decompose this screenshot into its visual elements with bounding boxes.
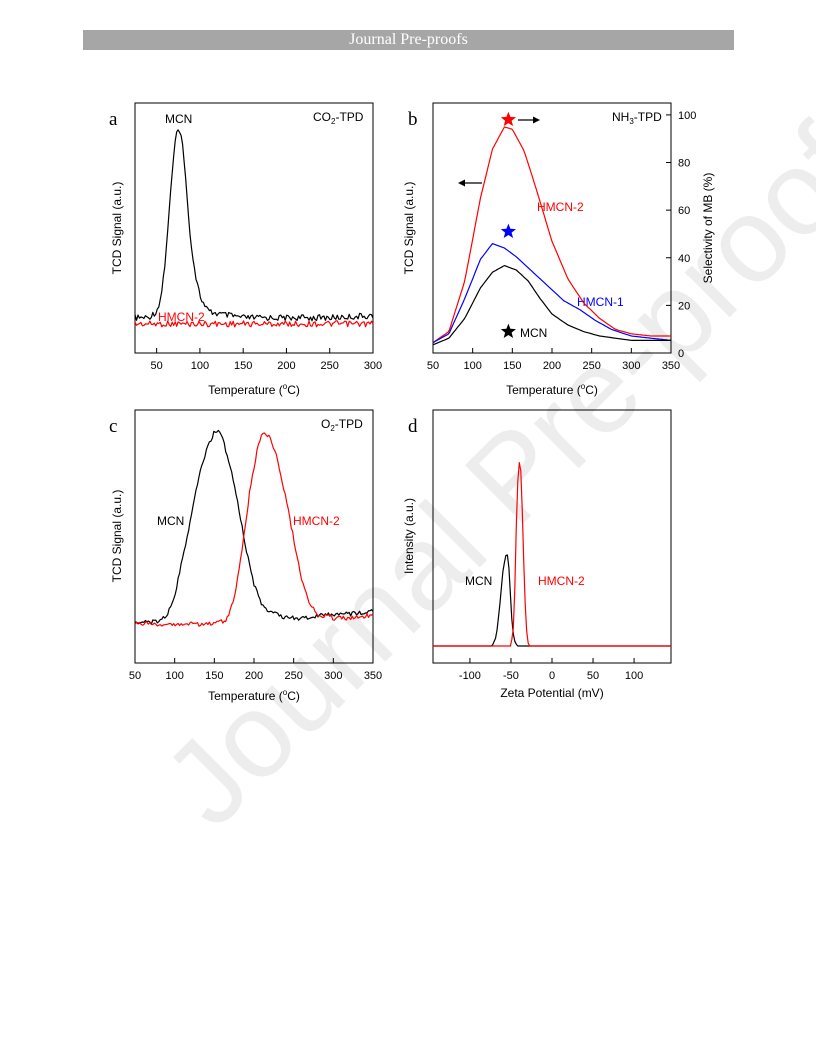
panel-a-ylabel: TCD Signal (a.u.) [110, 182, 124, 275]
panel-c-series-label-mcn: MCN [157, 514, 184, 528]
panel-b-y2tick-label-3: 60 [678, 205, 690, 217]
panel-b-y2tick-label-4: 80 [678, 158, 690, 170]
panel-b-ylabel: TCD Signal (a.u.) [402, 182, 416, 275]
panel-d-series-mcn [433, 554, 671, 647]
panel-b-xtick-label-3: 200 [543, 360, 561, 372]
left-arrow-icon [458, 179, 482, 187]
panel-d: d MCN HMCN-2 Zeta Potential (mV) Intensi… [402, 409, 672, 700]
panel-c-frame [134, 409, 374, 664]
panel-b-y2tick-label-2: 40 [678, 253, 690, 265]
panel-d-xtick-label-4: 100 [625, 670, 643, 682]
panel-c: c O2-TPD MCN HMCN-2 Temperature (oC) TCD… [109, 409, 382, 703]
panel-c-xtick-label-4: 250 [284, 670, 302, 682]
panel-a-frame [134, 102, 374, 354]
panel-d-xtick-label-1: -50 [503, 670, 519, 682]
panel-d-xtick-label-0: -100 [459, 670, 481, 682]
panel-d-xlabel: Zeta Potential (mV) [500, 686, 603, 700]
right-arrow-icon [518, 116, 540, 124]
panel-c-series-hmcn-2 [134, 432, 374, 627]
panel-a-series-hmcn-2 [134, 320, 374, 328]
panel-a-xtick-label-0: 50 [151, 360, 163, 372]
panel-d-series-label-hmcn2: HMCN-2 [538, 574, 585, 588]
panel-d-ylabel: Intensity (a.u.) [402, 498, 416, 574]
panel-b-letter: b [408, 109, 418, 130]
panel-b-series-label-hmcn1: HMCN-1 [577, 295, 624, 309]
panel-a-xtick-label-3: 200 [277, 360, 295, 372]
panel-b-star-marker-mcn [500, 323, 516, 338]
panel-b-xlabel: Temperature (oC) [506, 382, 598, 397]
panel-d-series-label-mcn: MCN [465, 574, 492, 588]
panel-b-y2tick-label-0: 0 [678, 348, 684, 360]
journal-banner: Journal Pre-proofs [83, 30, 734, 50]
panel-d-xtick-label-3: 50 [587, 670, 599, 682]
panel-c-ylabel: TCD Signal (a.u.) [110, 490, 124, 583]
panel-b-xtick-label-5: 300 [622, 360, 640, 372]
panel-b-title: NH3-TPD [612, 110, 662, 126]
panel-a-xtick-label-4: 250 [321, 360, 339, 372]
panel-c-title: O2-TPD [321, 417, 363, 433]
panel-d-xtick-label-2: 0 [549, 670, 555, 682]
panel-b-xtick-label-6: 350 [662, 360, 680, 372]
panel-b-y2tick-label-5: 100 [678, 110, 696, 122]
panel-b-series-hmcn-2 [432, 126, 671, 344]
panel-b-xtick-label-2: 150 [503, 360, 521, 372]
panel-b-xtick-label-0: 50 [427, 360, 439, 372]
panel-a-letter: a [109, 109, 118, 130]
panel-b-star-marker-hmcn-1 [500, 223, 516, 238]
panel-d-letter: d [408, 416, 418, 437]
panel-a-xtick-label-1: 100 [191, 360, 209, 372]
panel-a-xtick-label-5: 300 [364, 360, 382, 372]
panel-b: b NH3-TPD HMCN-2 HMCN-1 MCN Temperature … [402, 102, 715, 397]
panel-b-series-hmcn-1 [432, 243, 672, 344]
panel-a-xtick-label-2: 150 [234, 360, 252, 372]
panel-b-frame [432, 102, 672, 354]
panel-a: a CO2-TPD MCN HMCN-2 Temperature (oC) TC… [109, 102, 382, 397]
panel-b-series-label-hmcn2: HMCN-2 [537, 200, 584, 214]
panel-c-xtick-label-1: 100 [165, 670, 183, 682]
panel-c-xtick-label-6: 350 [364, 670, 382, 682]
panel-b-y2label: Selectivity of MB (%) [701, 173, 715, 284]
panel-c-series-label-hmcn2: HMCN-2 [293, 514, 340, 528]
panel-d-frame [432, 409, 672, 664]
panel-b-series-mcn [432, 265, 671, 346]
panel-c-xlabel: Temperature (oC) [208, 688, 300, 703]
panel-a-series-label-mcn: MCN [165, 112, 192, 126]
panel-c-series-mcn [135, 429, 374, 625]
panel-b-star-marker-hmcn-2 [500, 111, 516, 127]
panel-c-letter: c [109, 416, 117, 437]
panel-a-series-mcn [134, 129, 374, 322]
panel-a-title: CO2-TPD [313, 110, 364, 126]
panel-d-series-hmcn-2 [433, 462, 671, 647]
panel-a-xlabel: Temperature (oC) [208, 382, 300, 397]
panel-b-y2tick-label-1: 20 [678, 300, 690, 312]
panel-c-xtick-label-0: 50 [129, 670, 141, 682]
panel-b-xtick-label-1: 100 [463, 360, 481, 372]
panel-c-xtick-label-5: 300 [324, 670, 342, 682]
panel-c-xtick-label-2: 150 [205, 670, 223, 682]
panel-b-series-label-mcn: MCN [520, 326, 547, 340]
panel-a-series-label-hmcn2: HMCN-2 [158, 310, 205, 324]
panel-c-xtick-label-3: 200 [245, 670, 263, 682]
panel-b-xtick-label-4: 250 [582, 360, 600, 372]
